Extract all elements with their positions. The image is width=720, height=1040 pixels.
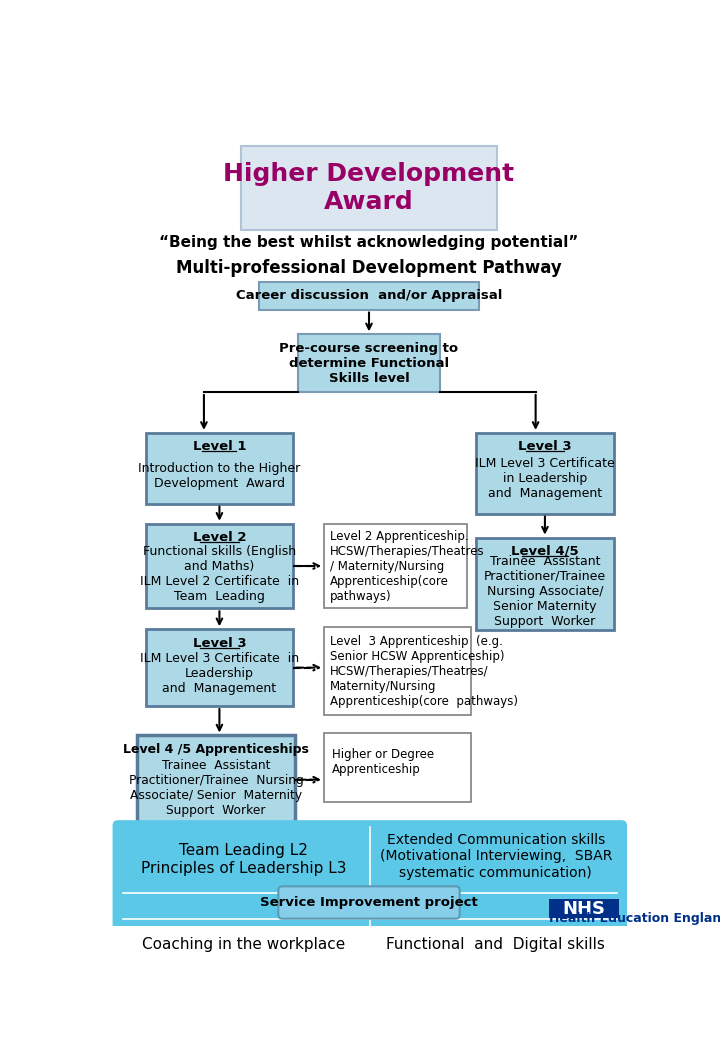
Text: Level 1: Level 1	[193, 440, 246, 453]
Text: Functional skills (English
and Maths)
ILM Level 2 Certificate  in
Team  Leading: Functional skills (English and Maths) IL…	[140, 545, 299, 603]
Text: Higher or Degree
Apprenticeship: Higher or Degree Apprenticeship	[332, 749, 434, 776]
Text: Health Education England: Health Education England	[549, 912, 720, 926]
Text: Team Leading L2
Principles of Leadership L3: Team Leading L2 Principles of Leadership…	[141, 843, 346, 876]
Text: Functional  and  Digital skills: Functional and Digital skills	[386, 937, 605, 953]
Bar	[324, 733, 472, 803]
Text: Multi-professional Development Pathway: Multi-professional Development Pathway	[176, 259, 562, 277]
Text: ILM Level 3 Certificate  in
Leadership
and  Management: ILM Level 3 Certificate in Leadership an…	[140, 652, 299, 696]
Text: “Being the best whilst acknowledging potential”: “Being the best whilst acknowledging pot…	[159, 235, 579, 250]
Text: Higher Development
Award: Higher Development Award	[223, 162, 515, 214]
Text: Level 2: Level 2	[193, 531, 246, 544]
Text: Level  3 Apprenticeship  (e.g.
Senior HCSW Apprenticeship)
HCSW/Therapies/Theatr: Level 3 Apprenticeship (e.g. Senior HCSW…	[330, 634, 518, 707]
Bar	[241, 147, 497, 230]
Text: ILM Level 3 Certificate
in Leadership
and  Management: ILM Level 3 Certificate in Leadership an…	[475, 458, 615, 500]
Bar	[145, 629, 293, 706]
Bar	[324, 627, 472, 716]
Text: Level 4 /5 Apprenticeships: Level 4 /5 Apprenticeships	[123, 743, 309, 756]
Bar	[549, 900, 618, 918]
Bar	[476, 433, 614, 514]
Text: Level 2 Apprenticeship.
HCSW/Therapies/Theatres
/ Maternity/Nursing
Apprenticesh: Level 2 Apprenticeship. HCSW/Therapies/T…	[330, 529, 485, 602]
Bar	[297, 334, 441, 392]
Text: Level 3: Level 3	[193, 636, 246, 650]
Bar	[324, 524, 467, 608]
Text: Introduction to the Higher
Development  Award: Introduction to the Higher Development A…	[138, 462, 300, 490]
Text: Coaching in the workplace: Coaching in the workplace	[143, 937, 346, 953]
Text: NHS: NHS	[562, 900, 606, 917]
Text: Level 4/5: Level 4/5	[511, 545, 579, 557]
Text: Trainee  Assistant
Practitioner/Trainee  Nursing
Associate/ Senior  Maternity
Su: Trainee Assistant Practitioner/Trainee N…	[129, 759, 303, 816]
Text: Career discussion  and/or Appraisal: Career discussion and/or Appraisal	[236, 289, 502, 303]
Text: Pre-course screening to
determine Functional
Skills level: Pre-course screening to determine Functi…	[279, 341, 459, 385]
Bar	[137, 735, 295, 824]
FancyBboxPatch shape	[113, 821, 626, 974]
FancyBboxPatch shape	[279, 886, 459, 918]
Text: Extended Communication skills
(Motivational Interviewing,  SBAR
systematic commu: Extended Communication skills (Motivatio…	[379, 833, 612, 880]
Bar	[145, 524, 293, 608]
Text: Service Improvement project: Service Improvement project	[260, 896, 478, 909]
Text: Trainee  Assistant
Practitioner/Trainee
Nursing Associate/
Senior Maternity
Supp: Trainee Assistant Practitioner/Trainee N…	[484, 555, 606, 628]
Text: Level 3: Level 3	[518, 440, 572, 453]
Bar	[259, 282, 479, 310]
Bar	[476, 538, 614, 630]
Bar	[145, 433, 293, 503]
